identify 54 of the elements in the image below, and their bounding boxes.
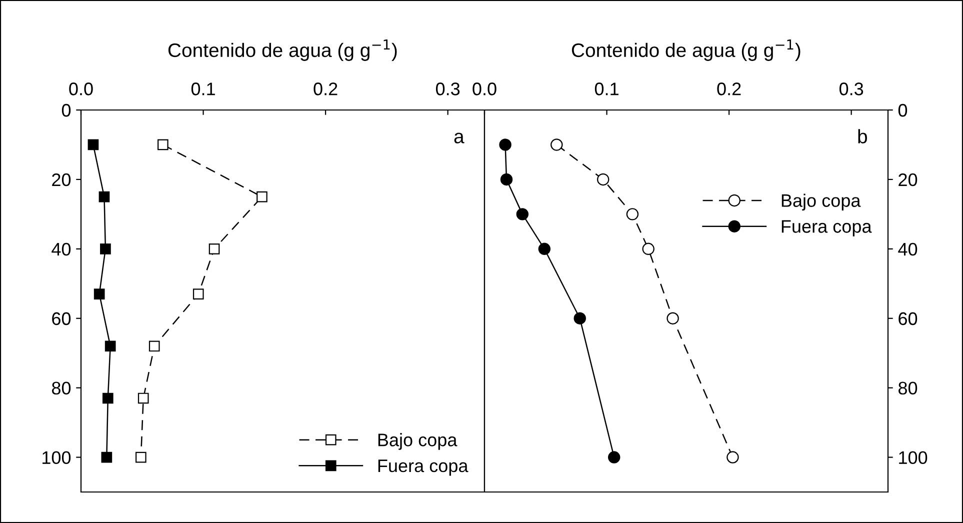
x-tick-label: 0.3 — [839, 82, 864, 96]
point — [538, 242, 551, 256]
point — [102, 392, 114, 404]
point — [550, 138, 563, 151]
y-tick-label: 20 — [52, 173, 71, 186]
point — [192, 288, 204, 300]
legend-label: Bajo copa — [378, 433, 458, 450]
point — [499, 138, 512, 151]
y-tick-label: 60 — [898, 312, 918, 326]
point — [608, 451, 620, 464]
x-axis-title: Contenido de agua (g g$^{−1}$) — [168, 40, 397, 61]
x-tick-label: 0.1 — [594, 82, 618, 96]
x-tick-label: 0.2 — [717, 82, 741, 96]
point — [596, 173, 610, 186]
y-tick-label: 40 — [898, 242, 918, 256]
point — [208, 243, 220, 254]
y-tick-label: 80 — [52, 382, 71, 395]
point — [642, 242, 654, 256]
legend-label: Fuera copa — [782, 220, 872, 236]
point — [98, 191, 110, 202]
y-tick-label: 100 — [899, 451, 928, 464]
point — [100, 243, 111, 254]
y-tick-label: 20 — [898, 173, 918, 186]
point — [104, 340, 116, 352]
point — [256, 191, 268, 202]
point — [138, 392, 149, 404]
x-tick-label: 0.0 — [472, 82, 496, 96]
point — [148, 340, 160, 352]
annotation: a — [454, 132, 464, 144]
point — [158, 139, 168, 150]
y-tick-label: 40 — [52, 242, 71, 256]
point — [136, 452, 146, 463]
y-tick-label: 0 — [62, 104, 71, 117]
y-tick-label: 80 — [898, 382, 918, 395]
point — [666, 312, 679, 324]
x-tick-label: 0.2 — [314, 82, 338, 96]
y-tick-label: 0 — [898, 104, 908, 117]
x-tick-label: 0.3 — [436, 82, 460, 96]
point — [500, 173, 513, 186]
legend-label: Fuera copa — [378, 460, 468, 476]
point — [516, 208, 529, 220]
x-axis-title: Contenido de agua (g g$^{−1}$) — [572, 40, 800, 61]
annotation: b — [858, 129, 868, 144]
point — [574, 312, 586, 324]
point — [101, 452, 112, 463]
x-tick-label: 0.0 — [69, 82, 93, 96]
point — [726, 451, 739, 464]
x-tick-label: 0.1 — [191, 82, 215, 96]
y-tick-label: 100 — [42, 451, 71, 464]
point — [626, 208, 639, 220]
point — [88, 139, 99, 150]
y-tick-label: 60 — [52, 312, 71, 326]
legend-label: Bajo copa — [782, 194, 861, 211]
point — [94, 288, 105, 300]
